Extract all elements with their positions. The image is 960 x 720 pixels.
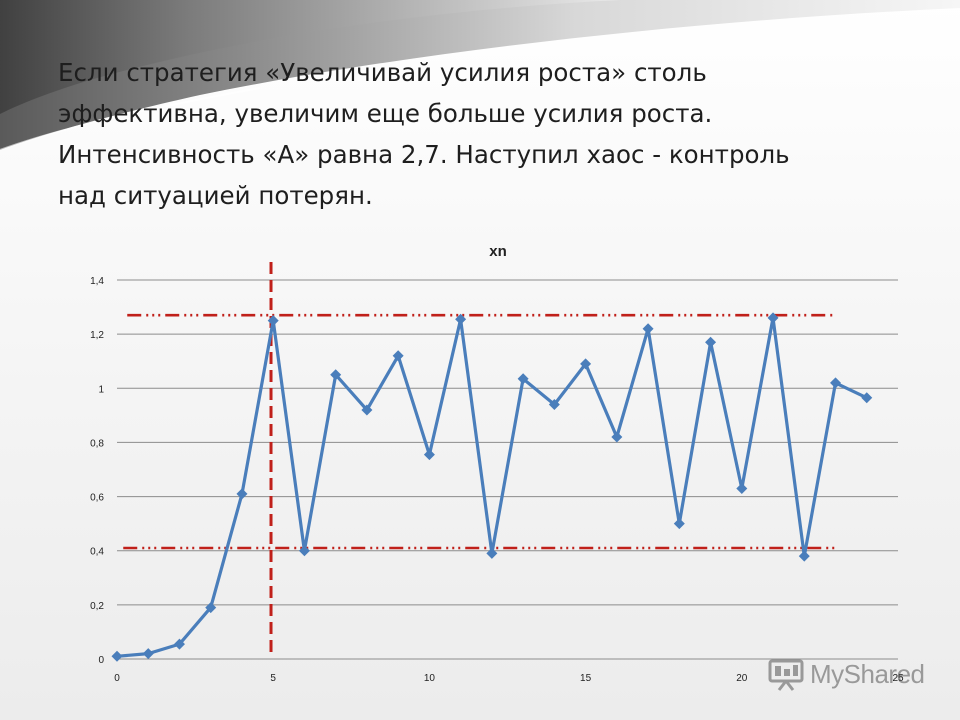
data-point <box>798 550 810 562</box>
x-tick-label: 5 <box>270 673 276 684</box>
y-tick-label: 1,4 <box>90 276 104 287</box>
x-tick-label: 20 <box>736 673 748 684</box>
data-point <box>767 312 779 324</box>
slide-text-line: Если стратегия «Увеличивай усилия роста»… <box>58 58 707 87</box>
data-point <box>392 350 404 362</box>
watermark-text: MyShared <box>810 658 925 689</box>
slide-text-line: эффективна, увеличим еще больше усилия р… <box>58 99 713 128</box>
y-axis-tick-labels: 0 0,2 0,4 0,6 0,8 1 1,2 1,4 <box>90 276 104 666</box>
y-tick-label: 1,2 <box>90 330 104 341</box>
y-tick-label: 1 <box>98 384 104 395</box>
series-xn <box>111 312 873 662</box>
slide-text-line: Интенсивность «А» равна 2,7. Наступил ха… <box>58 140 790 169</box>
data-point <box>142 648 154 660</box>
presentation-board-icon <box>768 659 804 691</box>
data-point <box>330 369 342 381</box>
watermark-logo: MyShared <box>768 654 925 694</box>
x-tick-label: 10 <box>424 673 436 684</box>
y-tick-label: 0,8 <box>90 438 104 449</box>
data-point <box>861 392 873 404</box>
data-point <box>736 482 748 494</box>
corner-swoosh-decoration <box>0 0 960 151</box>
data-point <box>361 404 373 416</box>
data-point <box>673 518 685 530</box>
x-axis-tick-labels: 0 5 10 15 20 25 <box>114 673 904 684</box>
data-point <box>236 488 248 500</box>
data-point <box>298 545 310 557</box>
data-point <box>830 377 842 389</box>
data-point <box>455 313 467 325</box>
y-tick-label: 0,4 <box>90 547 104 558</box>
y-tick-label: 0,6 <box>90 493 104 504</box>
x-tick-label: 0 <box>114 673 120 684</box>
slide-body-text: Если стратегия «Увеличивай усилия роста»… <box>58 52 918 216</box>
slide-text-line: над ситуацией потерян. <box>58 181 373 210</box>
data-point <box>611 431 623 443</box>
data-point <box>580 358 592 370</box>
data-point <box>423 449 435 461</box>
y-tick-label: 0,2 <box>90 601 104 612</box>
data-point <box>267 315 279 327</box>
y-tick-label: 0 <box>98 655 104 666</box>
data-point <box>111 650 123 662</box>
data-point <box>205 602 217 614</box>
data-point <box>517 373 529 385</box>
chart-title: xn <box>489 243 507 260</box>
data-point <box>642 323 654 335</box>
series-line <box>116 316 868 658</box>
data-point <box>705 336 717 348</box>
x-tick-label: 15 <box>580 673 592 684</box>
grid-lines <box>117 279 898 660</box>
data-point <box>173 638 185 650</box>
x-tick-label: 25 <box>892 673 904 684</box>
data-point <box>486 547 498 559</box>
data-point <box>548 399 560 411</box>
